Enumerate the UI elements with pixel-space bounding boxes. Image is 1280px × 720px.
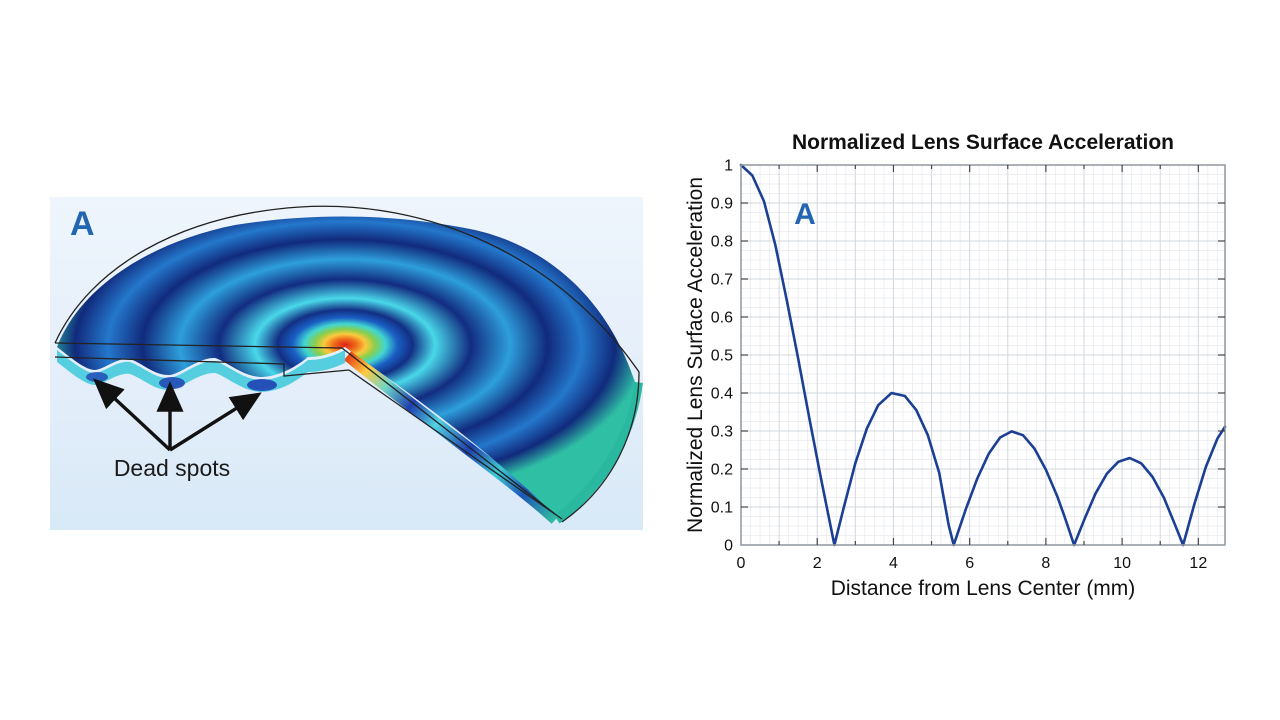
- lens-3d-render: [54, 205, 643, 524]
- dead-spot-arrow-1: [93, 378, 172, 452]
- chart-panel-label: A: [794, 198, 816, 231]
- chart-grid-minor: [741, 165, 1225, 545]
- dead-spot-blob-1: [247, 379, 277, 391]
- panel-a-label: A: [70, 205, 96, 243]
- wireframe-cut-top: [341, 347, 556, 515]
- chart-title: Normalized Lens Surface Acceleration: [792, 131, 1174, 154]
- acceleration-curve: [739, 163, 1227, 547]
- lens-cut-face-right: [343, 349, 561, 524]
- chart-ticks: [741, 165, 1225, 545]
- y-tick-label: 0.9: [711, 196, 733, 213]
- lens-outer-rim: [550, 380, 643, 524]
- dead-spot-blob-3: [86, 372, 108, 382]
- chart-tick-labels: 0 2 4 6 8 10 12 0 0.1 0.2 0.3 0.4 0.5 0.6 0.7 0.8 0.9 1: [711, 158, 1208, 573]
- x-tick-label: 0: [737, 555, 746, 572]
- panel-lens-simulation: A Dead spots: [50, 197, 643, 530]
- y-tick-label: 0.4: [711, 386, 733, 403]
- y-tick-label: 0.7: [711, 272, 733, 289]
- wireframe-edge-bottom: [54, 356, 350, 377]
- dead-spot-arrow-3: [169, 392, 262, 452]
- acceleration-chart: 0 2 4 6 8 10 12 0 0.1 0.2 0.3 0.4 0.5 0.6 0.7 0.8 0.9 1 N…: [684, 131, 1227, 600]
- x-tick-label: 8: [1041, 555, 1050, 572]
- y-tick-label: 1: [724, 158, 733, 175]
- lens-top-surface: [57, 216, 635, 516]
- x-tick-label: 12: [1189, 555, 1207, 572]
- x-tick-label: 6: [965, 555, 974, 572]
- y-tick-label: 0.5: [711, 348, 733, 365]
- y-tick-label: 0.2: [711, 462, 733, 479]
- lens-wireframe: [54, 205, 640, 523]
- panel-acceleration-chart: 0 2 4 6 8 10 12 0 0.1 0.2 0.3 0.4 0.5 0.6 0.7 0.8 0.9 1 N…: [660, 118, 1242, 610]
- y-tick-label: 0.1: [711, 500, 733, 517]
- x-tick-label: 2: [813, 555, 822, 572]
- chart-xlabel: Distance from Lens Center (mm): [831, 577, 1136, 600]
- y-tick-label: 0.8: [711, 234, 733, 251]
- wireframe-cut-bottom: [348, 369, 563, 520]
- dead-spot-arrows: [93, 378, 262, 452]
- x-tick-label: 10: [1113, 555, 1131, 572]
- x-tick-label: 4: [889, 555, 898, 572]
- dead-spot-blob-2: [159, 377, 185, 389]
- y-tick-label: 0.3: [711, 424, 733, 441]
- wireframe-dome-arc: [54, 205, 640, 523]
- chart-ylabel: Normalized Lens Surface Acceleration: [684, 177, 707, 533]
- dead-spots-label: Dead spots: [113, 455, 231, 481]
- y-tick-label: 0.6: [711, 310, 733, 327]
- y-tick-label: 0: [724, 538, 733, 555]
- chart-curve: [739, 163, 1227, 547]
- wireframe-edge-top: [54, 342, 343, 349]
